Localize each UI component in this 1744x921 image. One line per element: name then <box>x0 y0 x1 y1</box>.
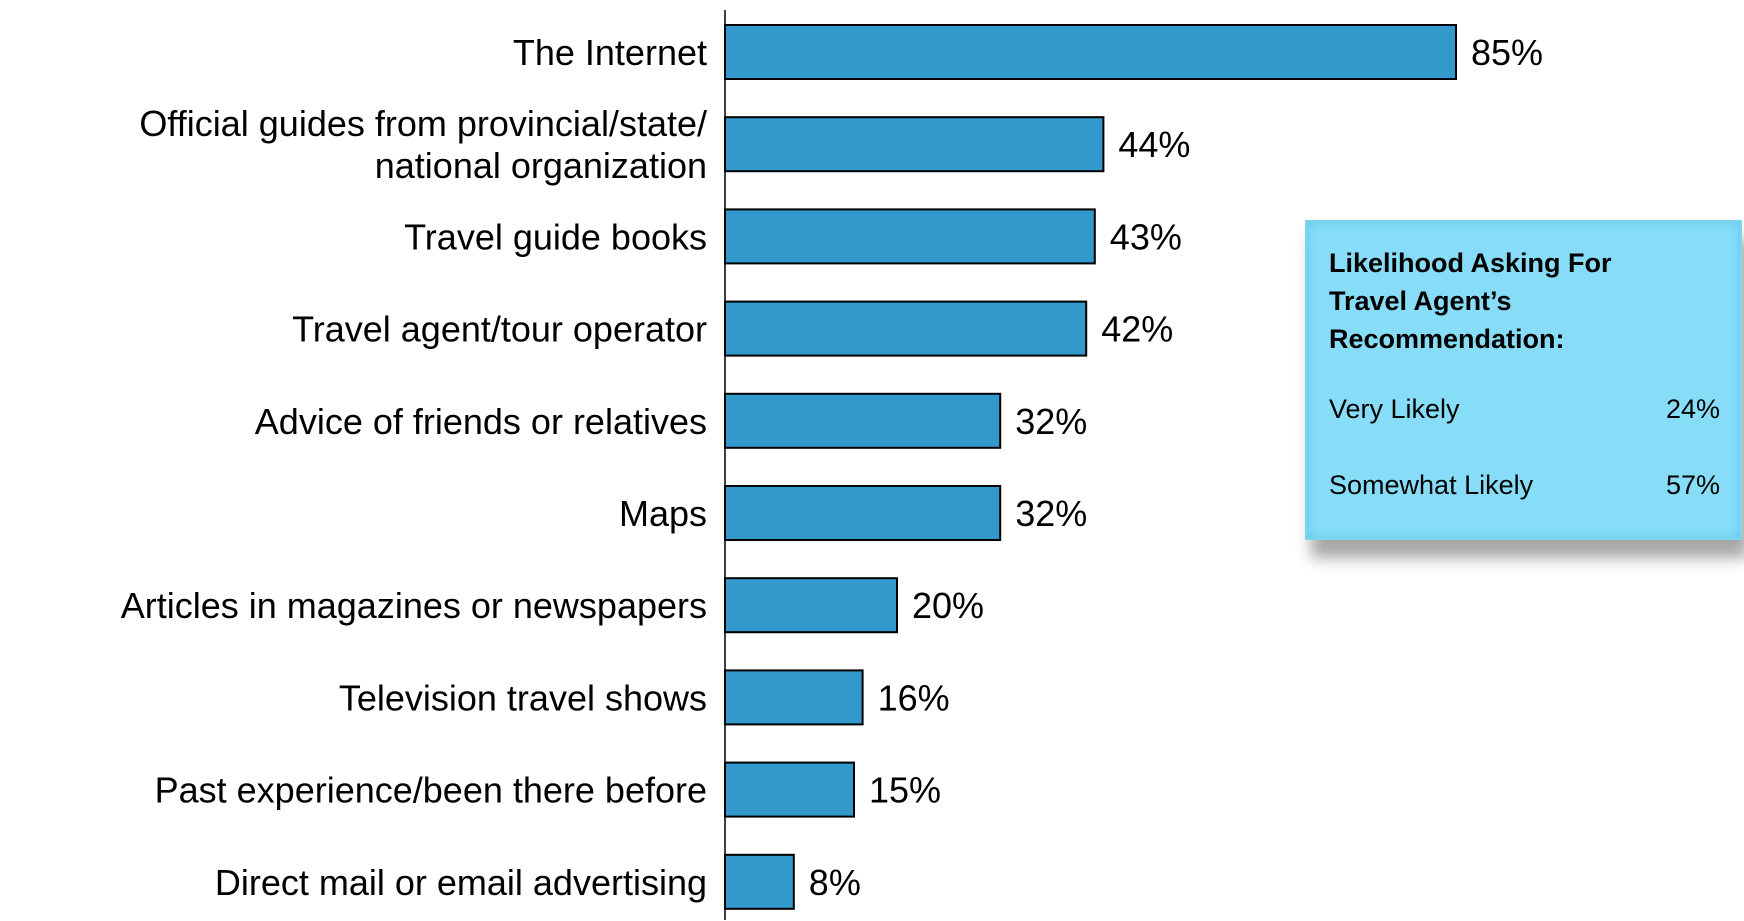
value-label: 42% <box>1101 309 1173 350</box>
bar <box>724 485 1002 541</box>
value-label: 85% <box>1471 32 1543 73</box>
category-label: Past experience/been there before <box>155 770 707 811</box>
callout-row-very-likely: Very Likely 24% <box>1329 390 1720 428</box>
category-label: Travel guide books <box>404 216 707 257</box>
category-label: The Internet <box>513 32 707 73</box>
recommendation-callout: Likelihood Asking For Travel Agent’s Rec… <box>1305 220 1742 540</box>
value-label: 16% <box>878 677 950 718</box>
category-label: Television travel shows <box>339 677 707 718</box>
callout-row-value: 24% <box>1665 394 1720 424</box>
bar <box>724 761 855 818</box>
value-label: 8% <box>809 862 861 903</box>
value-label: 20% <box>912 585 984 626</box>
bars-layer <box>724 24 1457 910</box>
bar <box>724 669 864 726</box>
category-label: Official guides from provincial/state/ <box>139 103 707 144</box>
callout-row-label: Very Likely <box>1329 394 1460 424</box>
category-label: Travel agent/tour operator <box>292 309 707 350</box>
callout-row-somewhat-likely: Somewhat Likely 57% <box>1329 466 1720 504</box>
callout-row-value: 57% <box>1665 470 1720 500</box>
value-label: 32% <box>1015 493 1087 534</box>
bar <box>724 116 1105 173</box>
category-label: Articles in magazines or newspapers <box>121 585 707 626</box>
bar <box>724 392 1002 449</box>
category-label: national organization <box>375 145 707 186</box>
bar <box>724 208 1096 265</box>
value-label: 43% <box>1110 216 1182 257</box>
value-label: 32% <box>1015 401 1087 442</box>
bar <box>724 300 1088 357</box>
bar <box>724 853 795 910</box>
category-label: Direct mail or email advertising <box>215 862 707 903</box>
value-label: 44% <box>1118 124 1190 165</box>
category-labels-layer: The Internet Official guides from provinc… <box>121 32 707 903</box>
category-label: Advice of friends or relatives <box>255 401 707 442</box>
callout-row-label: Somewhat Likely <box>1329 470 1534 500</box>
value-label: 15% <box>869 770 941 811</box>
callout-title: Likelihood Asking For Travel Agent’s Rec… <box>1329 248 1612 354</box>
bar <box>724 24 1457 80</box>
bar <box>724 577 898 634</box>
category-label: Maps <box>619 493 707 534</box>
value-labels-layer: 85% 44% 43% 42% 32% 32% 20% 16% 15% 8% <box>809 32 1543 903</box>
